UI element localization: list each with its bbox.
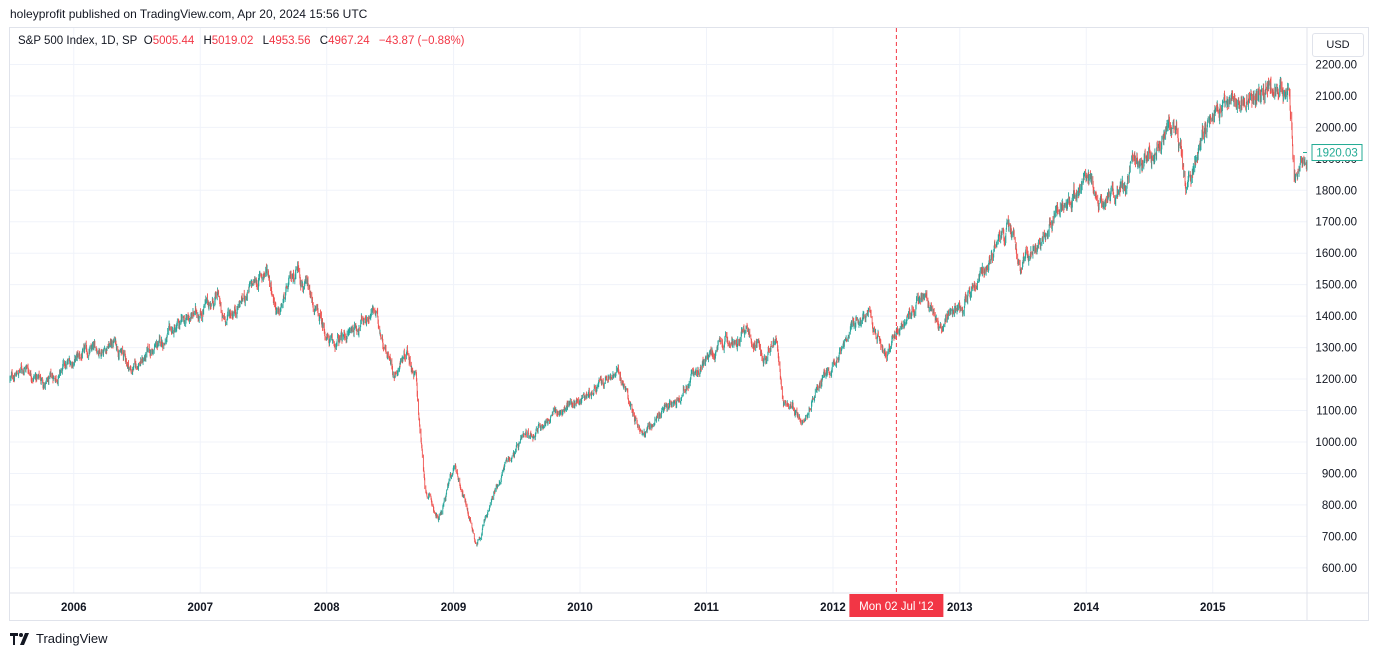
price-tick-label: 1400.00 [1315,311,1357,323]
price-tick-label: 2200.00 [1315,59,1357,71]
last-price-label: 1920.03 [1316,148,1358,160]
time-tick-label: 2010 [567,602,593,614]
legend-open-label: O [143,35,153,47]
crosshair-date-label: Mon 02 Jul '12 [859,601,933,613]
time-tick-label: 2009 [441,602,467,614]
price-tick-label: 1200.00 [1315,374,1357,386]
legend-high-value: 5019.02 [211,35,254,47]
price-tick-label: 800.00 [1322,500,1357,512]
chart-frame [9,27,1369,621]
footer-brand: TradingView [36,631,108,646]
legend-close-label: C [319,35,329,47]
price-tick-label: 600.00 [1322,563,1357,575]
time-tick-label: 2008 [314,602,340,614]
time-tick-label: 2007 [187,602,213,614]
crosshair-date-badge [849,594,944,617]
time-tick-label: 2013 [947,602,973,614]
legend-close-value: 4967.24 [328,35,370,47]
legend-symbol: S&P 500 Index, 1D, SP [18,35,138,47]
legend-low-label: L [262,35,269,47]
legend-change: −43.87 (−0.88%) [378,35,465,47]
time-tick-label: 2011 [694,602,720,614]
price-tick-label: 1100.00 [1316,406,1357,418]
price-tick-label: 900.00 [1322,468,1357,480]
price-tick-label: 2100.00 [1315,91,1357,103]
last-price-badge [1311,144,1363,162]
time-tick-label: 2012 [820,602,846,614]
publisher-header: holeyprofit published on TradingView.com… [10,7,368,21]
price-tick-label: 1500.00 [1315,280,1357,292]
currency-button[interactable]: USD [1312,33,1364,57]
price-tick-label: 1000.00 [1315,437,1357,449]
price-tick-label: 2000.00 [1315,122,1357,134]
price-tick-label: 700.00 [1322,531,1357,543]
price-tick-label: 1700.00 [1315,217,1357,229]
symbol-legend: S&P 500 Index, 1D, SP O5005.44 H5019.02 … [18,35,465,47]
tradingview-logo[interactable]: TradingView [10,631,108,646]
legend-high-label: H [203,35,212,47]
price-tick-label: 1600.00 [1315,248,1357,260]
legend-low-value: 4953.56 [268,35,311,47]
tradingview-logo-icon [10,632,29,645]
time-tick-label: 2006 [61,602,87,614]
price-tick-label: 1300.00 [1315,343,1357,355]
price-tick-label: 1800.00 [1315,185,1357,197]
time-tick-label: 2015 [1200,602,1226,614]
legend-open-value: 5005.44 [152,35,195,47]
time-tick-label: 2014 [1073,602,1099,614]
